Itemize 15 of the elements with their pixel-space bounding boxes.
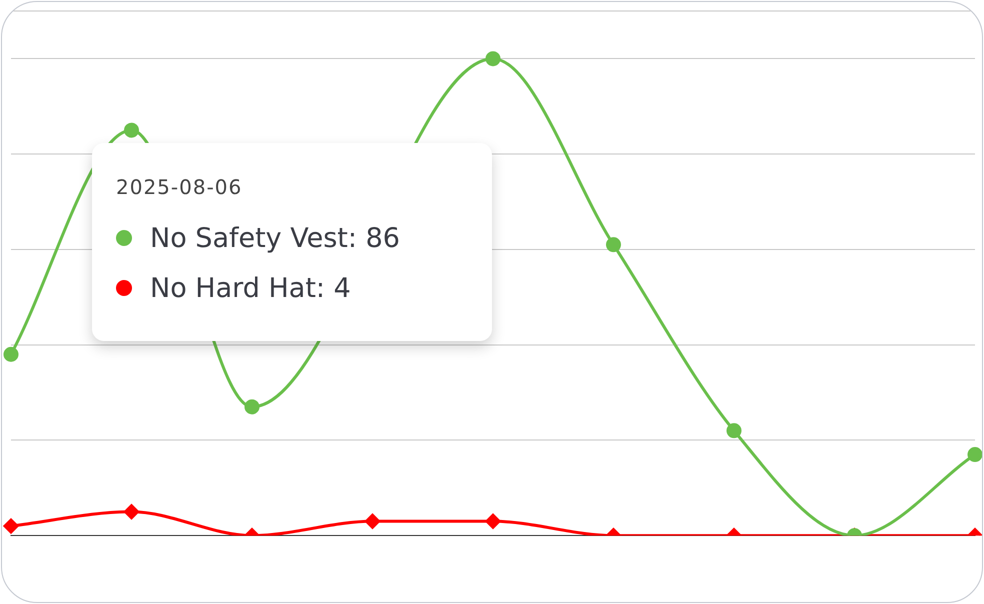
point — [606, 237, 621, 252]
annotation: No Hard Hat: 4 — [150, 272, 351, 304]
point — [486, 514, 500, 529]
point — [124, 122, 139, 138]
point — [4, 346, 18, 362]
point — [486, 51, 500, 66]
point — [968, 447, 982, 462]
annotation: No Safety Vest: 86 — [150, 222, 400, 254]
point — [726, 423, 742, 438]
point — [365, 514, 380, 529]
annotation: 2025-08-06 — [116, 175, 244, 199]
point — [124, 504, 139, 520]
tooltip-card: 2025-08-06 No Safety Vest: 86 No Hard Hat: 4 — [92, 143, 492, 341]
point — [244, 399, 260, 414]
point — [4, 518, 18, 534]
